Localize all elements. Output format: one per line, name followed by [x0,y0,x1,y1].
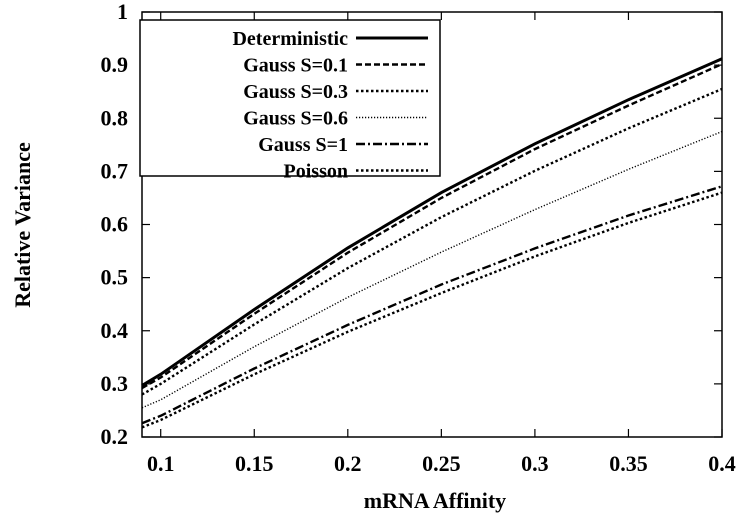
x-tick-label: 0.4 [708,451,736,476]
legend-label: Gauss S=1 [258,134,348,156]
y-tick-label: 0.6 [101,212,129,237]
series-line-2 [141,63,723,390]
x-tick-label: 0.15 [235,451,274,476]
series-line-1 [141,57,723,387]
legend-label: Gauss S=0.3 [243,81,348,103]
series-line-4 [141,130,723,409]
y-tick-label: 0.5 [101,265,129,290]
x-tick-label: 0.2 [334,451,362,476]
x-tick-label: 0.35 [609,451,648,476]
axis-ticks [142,11,723,438]
y-tick-label: 0.4 [101,318,129,343]
plot-lines [141,57,723,429]
legend-label: Poisson [284,161,348,183]
y-tick-label: 0.8 [101,105,129,130]
x-axis-title: mRNA Affinity [364,488,506,513]
y-tick-label: 0.3 [101,371,129,396]
y-tick-labels: 0.2 0.3 0.4 0.5 0.6 0.7 0.8 0.9 1 [101,0,129,449]
y-tick-label: 0.9 [101,52,129,77]
y-tick-label: 1 [117,0,128,24]
legend-label: Deterministic [232,28,348,50]
y-tick-label: 0.2 [101,424,129,449]
legend: Deterministic Gauss S=0.1 Gauss S=0.3 Gauss… [139,19,441,183]
series-line-5 [141,185,723,425]
x-tick-label: 0.25 [422,451,461,476]
x-tick-label: 0.3 [521,451,549,476]
x-tick-label: 0.1 [147,451,175,476]
legend-box [139,19,441,177]
y-tick-label: 0.7 [101,158,129,183]
legend-label: Gauss S=0.6 [243,108,348,130]
x-tick-labels: 0.1 0.15 0.2 0.25 0.3 0.35 0.4 [147,451,736,476]
legend-label: Gauss S=0.1 [243,55,348,77]
y-axis-title: Relative Variance [10,142,35,308]
series-line-6 [141,191,723,429]
